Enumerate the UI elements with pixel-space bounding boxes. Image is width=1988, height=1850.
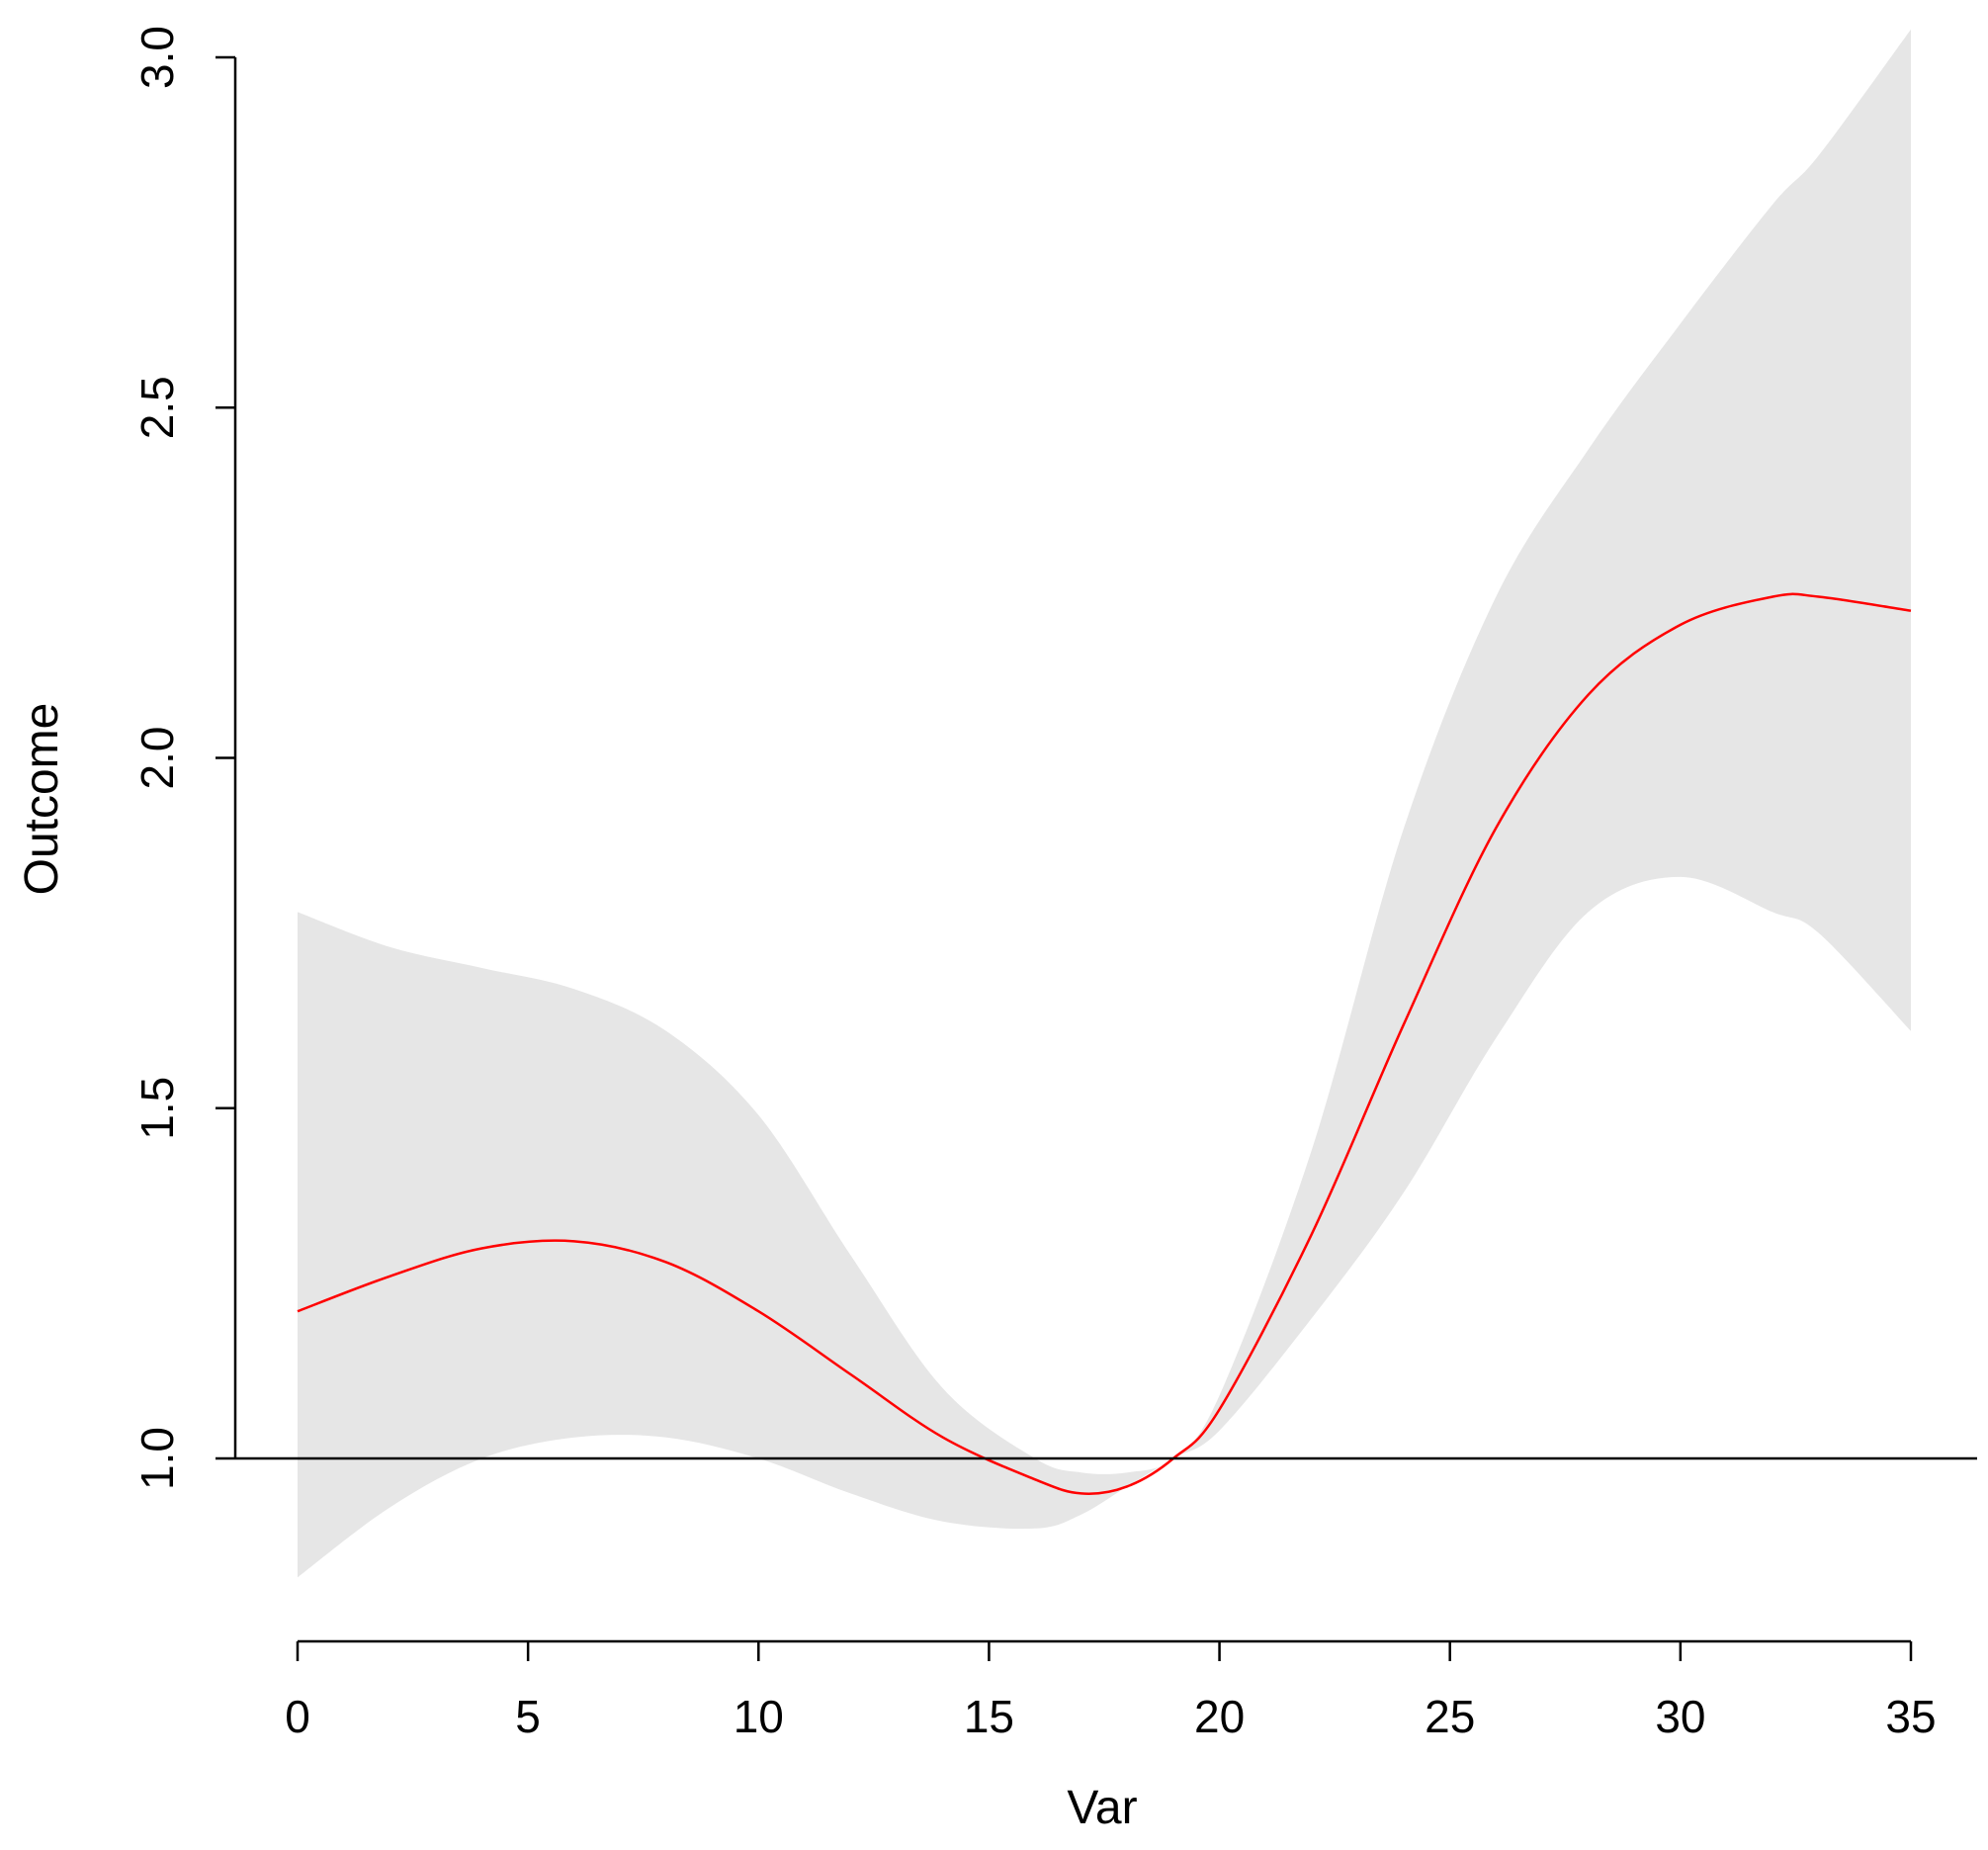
y-tick-label: 3.0: [131, 26, 183, 89]
y-axis-title: Outcome: [16, 703, 68, 896]
x-tick-label: 0: [285, 1691, 310, 1742]
axes-layer: [216, 55, 1977, 1661]
series-line-0: [297, 592, 1912, 1495]
confidence-band-layer: [298, 29, 1911, 1578]
x-tick-label: 20: [1194, 1691, 1245, 1742]
x-tick-label: 30: [1655, 1691, 1705, 1742]
confidence-band: [298, 29, 1911, 1578]
x-tick-label: 10: [734, 1691, 784, 1742]
y-tick-label: 1.5: [131, 1077, 183, 1140]
tick-labels-layer: 1.0 1.5 2.0 2.5 3.0 0 5 10 15 20 25 30 35: [131, 26, 1937, 1742]
x-tick-label: 15: [964, 1691, 1014, 1742]
x-tick-label: 35: [1885, 1691, 1936, 1742]
y-tick-label: 2.5: [131, 376, 183, 439]
x-axis-title: Var: [1067, 1782, 1137, 1834]
series-line-layer: [297, 592, 1912, 1495]
x-tick-label: 25: [1425, 1691, 1475, 1742]
y-tick-label: 1.0: [131, 1427, 183, 1490]
y-tick-label: 2.0: [131, 727, 183, 790]
x-tick-label: 5: [515, 1691, 541, 1742]
